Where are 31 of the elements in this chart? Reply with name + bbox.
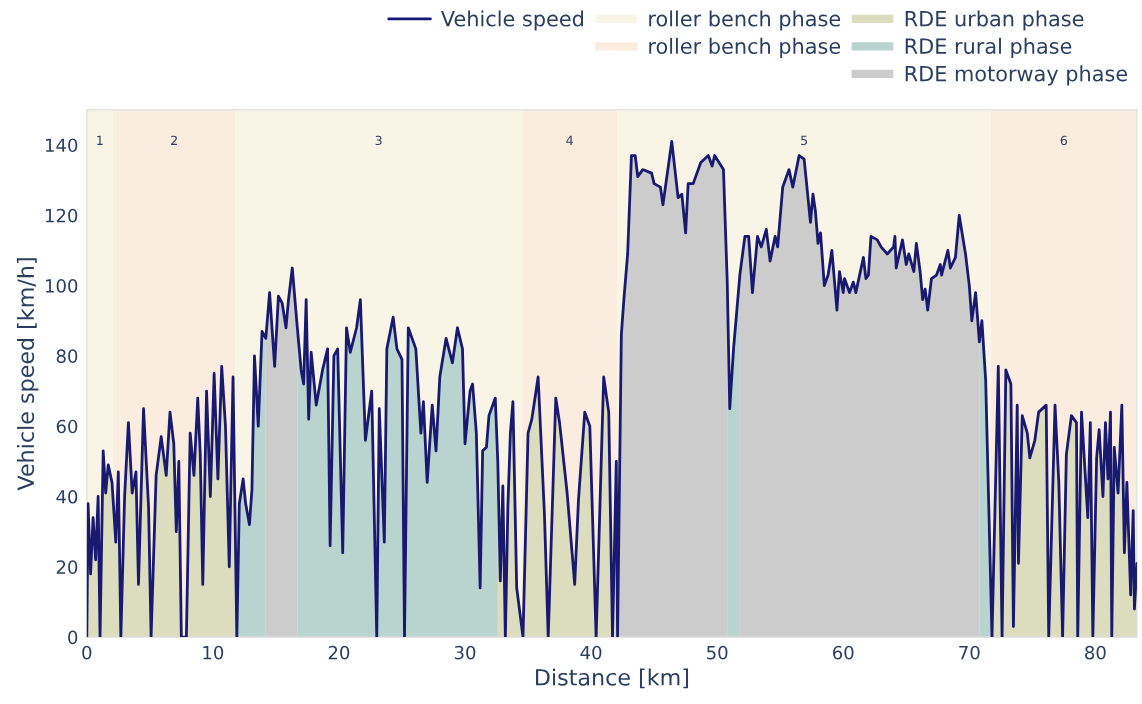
- y-tick-label: 140: [45, 138, 78, 153]
- y-tick-label: 0: [68, 630, 78, 645]
- legend-label: RDE motorway phase: [905, 65, 1128, 86]
- band-label: 5: [801, 135, 808, 146]
- legend-label: roller bench phase: [649, 37, 841, 59]
- band-label: 1: [97, 135, 103, 145]
- y-tick-label: 40: [56, 489, 78, 504]
- band-label: 6: [1060, 135, 1068, 146]
- legend-label: roller bench phase: [649, 10, 841, 31]
- x-tick-label: 0: [82, 645, 92, 660]
- y-tick-label: 60: [56, 419, 78, 434]
- x-tick-label: 40: [580, 645, 602, 660]
- x-tick-label: 10: [203, 645, 224, 660]
- x-tick-label: 50: [707, 645, 728, 660]
- x-tick-label: 20: [328, 645, 350, 660]
- legend-label: RDE urban phase: [905, 10, 1084, 31]
- x-tick-label: 30: [454, 645, 476, 660]
- x-tick-label: 60: [833, 645, 854, 660]
- legend-label: RDE rural phase: [905, 37, 1072, 59]
- band-label: 2: [171, 135, 177, 145]
- band-label: 3: [375, 135, 382, 146]
- y-axis-title: Vehicle speed [km/h]: [16, 258, 39, 491]
- x-tick-label: 70: [959, 645, 980, 660]
- band-label: 4: [566, 135, 573, 145]
- y-tick-label: 80: [56, 349, 78, 364]
- legend-label: Vehicle speed: [440, 10, 583, 31]
- y-tick-label: 120: [45, 208, 78, 223]
- y-tick-label: 100: [45, 279, 78, 293]
- y-tick-label: 20: [56, 560, 78, 574]
- x-axis-title: Distance [km]: [536, 668, 689, 689]
- x-tick-label: 80: [1085, 645, 1106, 660]
